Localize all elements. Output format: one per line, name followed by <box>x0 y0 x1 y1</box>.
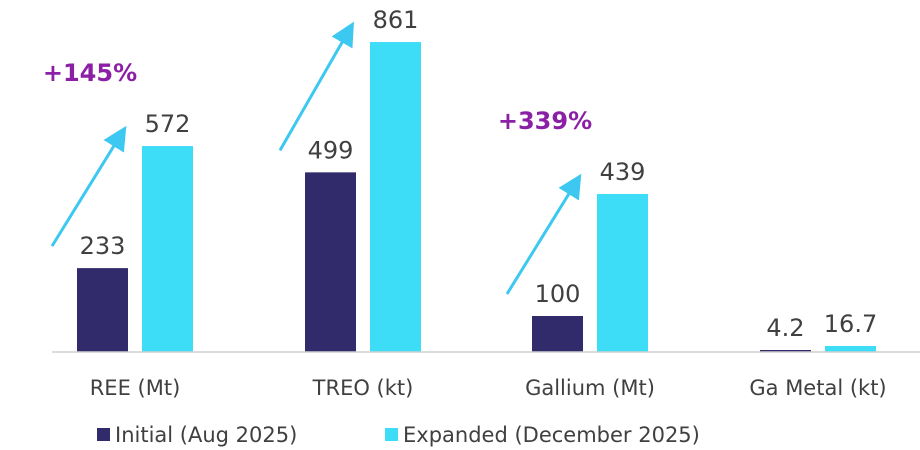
legend-label-expanded: Expanded (December 2025) <box>403 423 700 447</box>
data-label-initial-0: 233 <box>80 232 126 260</box>
bar-expanded-1 <box>370 42 421 352</box>
bar-expanded-3 <box>825 345 876 352</box>
growth-arrow-2 <box>505 173 582 295</box>
growth-label-0: +145% <box>43 59 137 87</box>
category-label-0: REE (Mt) <box>90 376 181 400</box>
data-label-expanded-2: 439 <box>600 158 646 186</box>
legend-swatch-initial <box>97 428 110 441</box>
growth-arrow-0 <box>50 125 127 247</box>
growth-arrow-1 <box>278 21 354 152</box>
data-label-initial-1: 499 <box>308 136 354 164</box>
growth-label-2: +339% <box>498 107 592 135</box>
bar-initial-2 <box>532 316 583 352</box>
bar-initial-0 <box>77 268 128 352</box>
data-label-expanded-0: 572 <box>145 110 191 138</box>
bars-layer <box>77 42 876 352</box>
data-label-expanded-1: 861 <box>373 6 419 34</box>
category-label-3: Ga Metal (kt) <box>749 376 886 400</box>
data-label-initial-3: 4.2 <box>766 314 804 342</box>
bar-expanded-0 <box>142 146 193 352</box>
legend: Initial (Aug 2025) Expanded (December 202… <box>97 423 700 447</box>
category-label-2: Gallium (Mt) <box>525 376 655 400</box>
data-label-expanded-3: 16.7 <box>824 310 877 338</box>
data-label-initial-2: 100 <box>535 280 581 308</box>
growth-arrows-layer <box>50 21 582 295</box>
bar-expanded-2 <box>597 193 648 352</box>
bar-initial-3 <box>760 350 811 352</box>
bar-initial-1 <box>305 172 356 352</box>
legend-swatch-expanded <box>385 428 398 441</box>
category-label-1: TREO (kt) <box>312 376 414 400</box>
legend-label-initial: Initial (Aug 2025) <box>115 423 297 447</box>
